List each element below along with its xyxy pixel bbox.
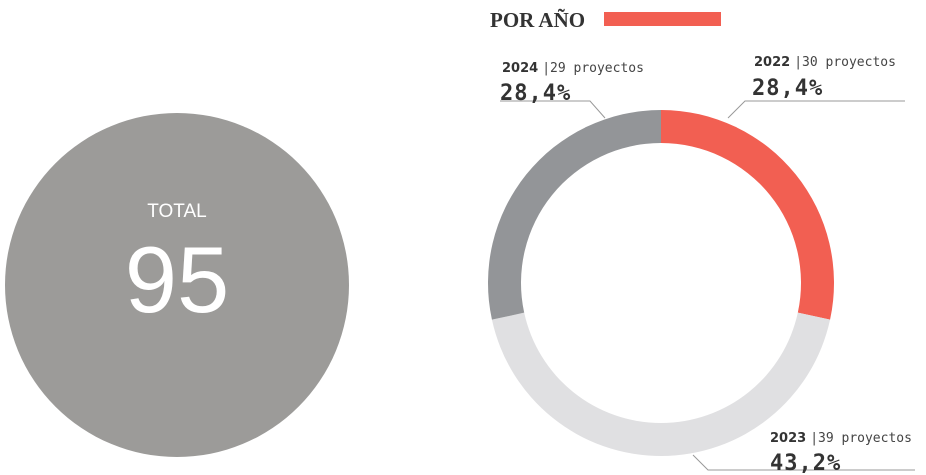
segment-count: |30 proyectos [794, 55, 896, 70]
segment-count: |29 proyectos [542, 61, 644, 76]
segment-percent: 28,4% [752, 76, 823, 101]
segment-percent: 43,2% [770, 451, 841, 475]
total-circle [5, 113, 349, 457]
donut-segment [488, 110, 661, 320]
donut-segment [491, 312, 831, 456]
segment-year: 2022 [754, 55, 790, 70]
leader-lines [500, 100, 915, 471]
total-label: TOTAL [147, 201, 206, 222]
donut-segment [661, 110, 834, 320]
title-bar [604, 12, 721, 26]
segment-count: |39 proyectos [810, 431, 912, 446]
segment-year: 2023 [770, 431, 806, 446]
segment-percent: 28,4% [500, 81, 571, 106]
total-value: 95 [125, 227, 230, 332]
segment-label: 2023 |39 proyectos [770, 431, 912, 446]
segment-year: 2024 [502, 61, 538, 76]
segment-label: 2024 |29 proyectos [502, 61, 644, 76]
chart-title: POR AÑO [490, 8, 585, 32]
segment-label: 2022 |30 proyectos [754, 55, 896, 70]
